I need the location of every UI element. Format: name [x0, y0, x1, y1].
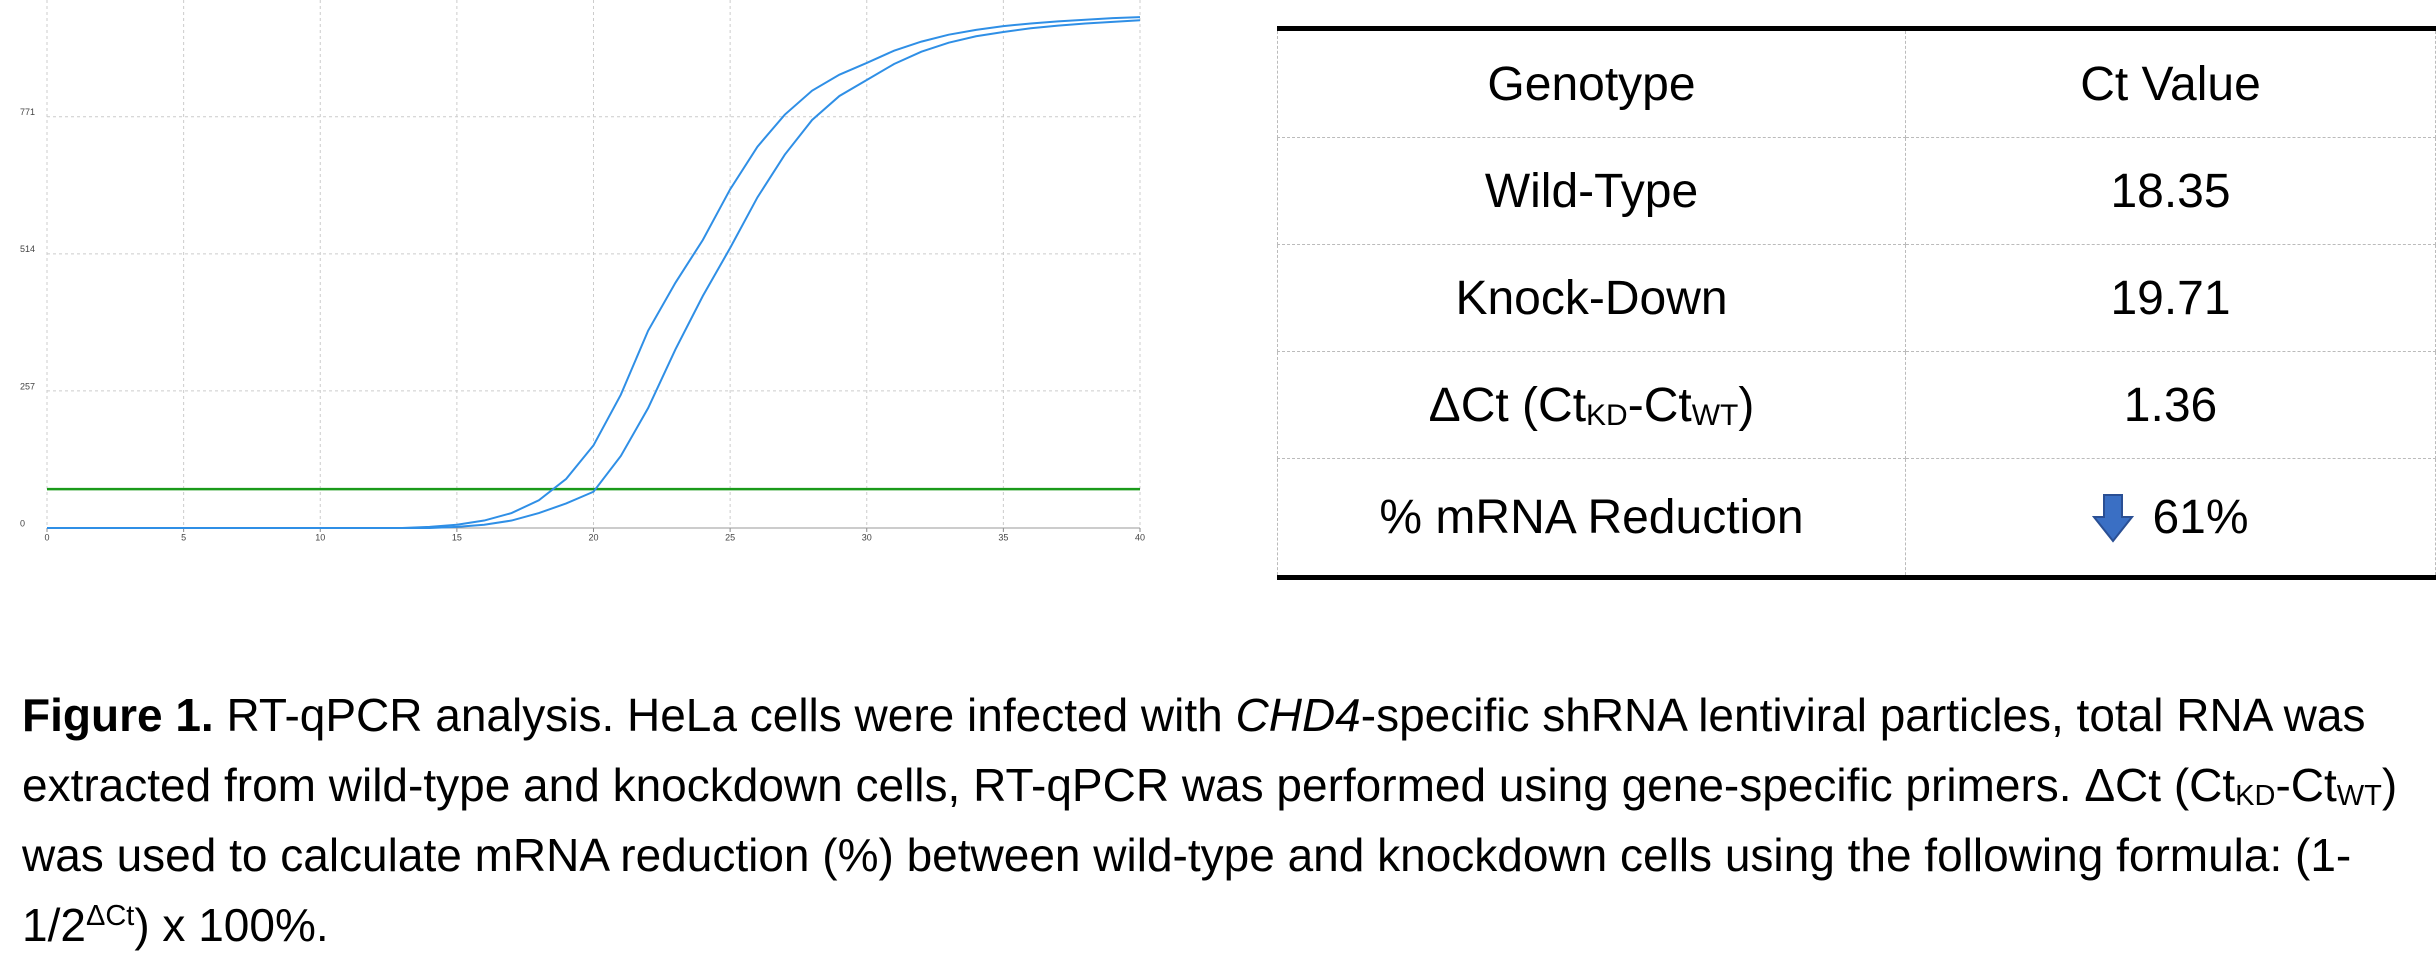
- table-header: Genotype Ct Value: [1277, 28, 2436, 138]
- header-cell: Genotype: [1277, 28, 1906, 138]
- cell: ΔCt (CtKD-CtWT): [1277, 351, 1906, 459]
- x-tick-label: 25: [725, 532, 735, 542]
- x-tick-label: 40: [1135, 532, 1145, 542]
- table: Genotype Ct Value Wild-Type 18.35 Knock-Do…: [1277, 26, 2436, 580]
- x-tick-label: 15: [452, 532, 462, 542]
- text: 61%: [2152, 490, 2249, 544]
- y-tick-label: 257: [20, 381, 35, 391]
- text: ΔCt (Ct: [1428, 378, 1587, 432]
- text: ) was used to calculate mRNA reduction (…: [22, 759, 2398, 951]
- chart: 0 5 10 15 20 25 30 35 40 0 257 514 771: [20, 0, 1145, 542]
- table-row: ΔCt (CtKD-CtWT) 1.36: [1277, 351, 2436, 459]
- subscript: WT: [2336, 780, 2382, 812]
- cell: Wild-Type: [1277, 137, 1906, 245]
- text: RT-qPCR analysis. HeLa cells were infect…: [213, 689, 1236, 741]
- superscript: ΔCt: [85, 900, 135, 932]
- cell: 19.71: [1905, 244, 2436, 352]
- text: -Ct: [2275, 759, 2337, 811]
- subscript: KD: [1586, 398, 1628, 432]
- x-tick-label: 30: [862, 532, 872, 542]
- cell: 18.35: [1905, 137, 2436, 245]
- y-tick-label: 0: [20, 518, 25, 528]
- y-tick-label: 771: [20, 107, 35, 117]
- header-cell: Ct Value: [1905, 28, 2436, 138]
- table-row: Knock-Down 19.71: [1277, 244, 2436, 352]
- cell: % mRNA Reduction: [1277, 458, 1906, 578]
- subscript: KD: [2235, 780, 2276, 812]
- table-row: Wild-Type 18.35: [1277, 137, 2436, 245]
- cell: Knock-Down: [1277, 244, 1906, 352]
- cell: 1.36: [1905, 351, 2436, 459]
- table-row: % mRNA Reduction 61%: [1277, 458, 2436, 578]
- amplification-curve: [47, 19, 1141, 529]
- caption-label: Figure 1.: [22, 689, 214, 741]
- text: -Ct: [1627, 378, 1692, 432]
- text: -specific shRNA lentiviral particles, to…: [22, 689, 2366, 811]
- gene-name: CHD4: [1235, 689, 1361, 741]
- text: ): [1738, 378, 1755, 432]
- x-tick-label: 10: [315, 532, 325, 542]
- x-tick-label: 35: [998, 532, 1008, 542]
- y-tick-label: 514: [20, 244, 35, 254]
- x-tick-label: 20: [588, 532, 598, 542]
- subscript: WT: [1691, 398, 1739, 432]
- down-arrow-icon: [2092, 493, 2135, 543]
- x-tick-label: 5: [181, 532, 186, 542]
- caption: Figure 1. RT-qPCR analysis. HeLa cells w…: [22, 680, 2412, 960]
- text: ) x 100%.: [134, 899, 329, 951]
- x-tick-label: 0: [44, 532, 49, 542]
- cell: 61%: [1905, 458, 2436, 578]
